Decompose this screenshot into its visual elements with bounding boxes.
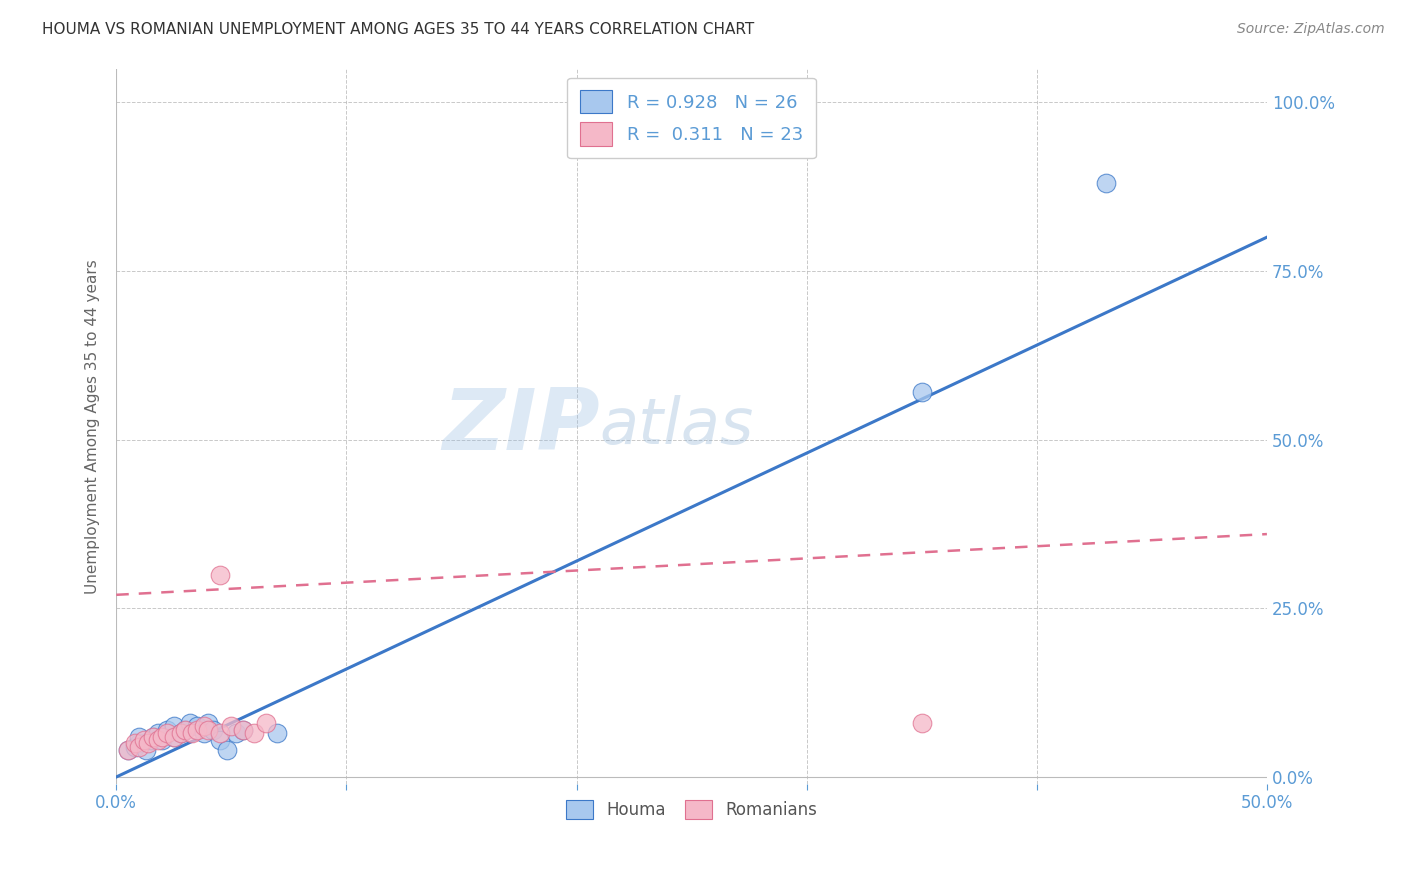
Point: [1094, 176, 1116, 190]
Y-axis label: Unemployment Among Ages 35 to 44 years: Unemployment Among Ages 35 to 44 years: [86, 259, 100, 593]
Text: atlas: atlas: [599, 395, 754, 457]
Point: [138, 736, 160, 750]
Point: [128, 730, 150, 744]
Text: ZIP: ZIP: [441, 384, 599, 467]
Text: Source: ZipAtlas.com: Source: ZipAtlas.com: [1237, 22, 1385, 37]
Point: [150, 732, 173, 747]
Point: [201, 723, 224, 737]
Point: [132, 732, 155, 747]
Text: HOUMA VS ROMANIAN UNEMPLOYMENT AMONG AGES 35 TO 44 YEARS CORRELATION CHART: HOUMA VS ROMANIAN UNEMPLOYMENT AMONG AGE…: [42, 22, 755, 37]
Point: [170, 726, 193, 740]
Point: [174, 723, 197, 737]
Point: [193, 719, 215, 733]
Point: [911, 385, 934, 400]
Point: [174, 723, 197, 737]
Point: [128, 736, 150, 750]
Point: [232, 723, 254, 737]
Point: [146, 732, 169, 747]
Point: [139, 732, 162, 747]
Point: [146, 726, 169, 740]
Point: [179, 716, 201, 731]
Point: [208, 567, 231, 582]
Point: [117, 743, 139, 757]
Point: [215, 743, 238, 757]
Legend: Houma, Romanians: Houma, Romanians: [560, 793, 824, 825]
Point: [163, 730, 186, 744]
Point: [186, 719, 208, 733]
Point: [208, 732, 231, 747]
Point: [124, 736, 146, 750]
Point: [142, 730, 165, 744]
Point: [266, 726, 288, 740]
Point: [150, 730, 173, 744]
Point: [254, 716, 277, 731]
Point: [911, 716, 934, 731]
Point: [221, 719, 243, 733]
Point: [163, 719, 186, 733]
Point: [156, 726, 179, 740]
Point: [124, 739, 146, 754]
Point: [208, 726, 231, 740]
Point: [193, 726, 215, 740]
Point: [225, 726, 247, 740]
Point: [128, 739, 150, 754]
Point: [135, 743, 157, 757]
Point: [197, 723, 219, 737]
Point: [117, 743, 139, 757]
Point: [232, 723, 254, 737]
Point: [156, 723, 179, 737]
Point: [243, 726, 266, 740]
Point: [142, 730, 165, 744]
Point: [170, 726, 193, 740]
Point: [186, 723, 208, 737]
Point: [163, 730, 186, 744]
Point: [197, 716, 219, 731]
Point: [181, 726, 204, 740]
